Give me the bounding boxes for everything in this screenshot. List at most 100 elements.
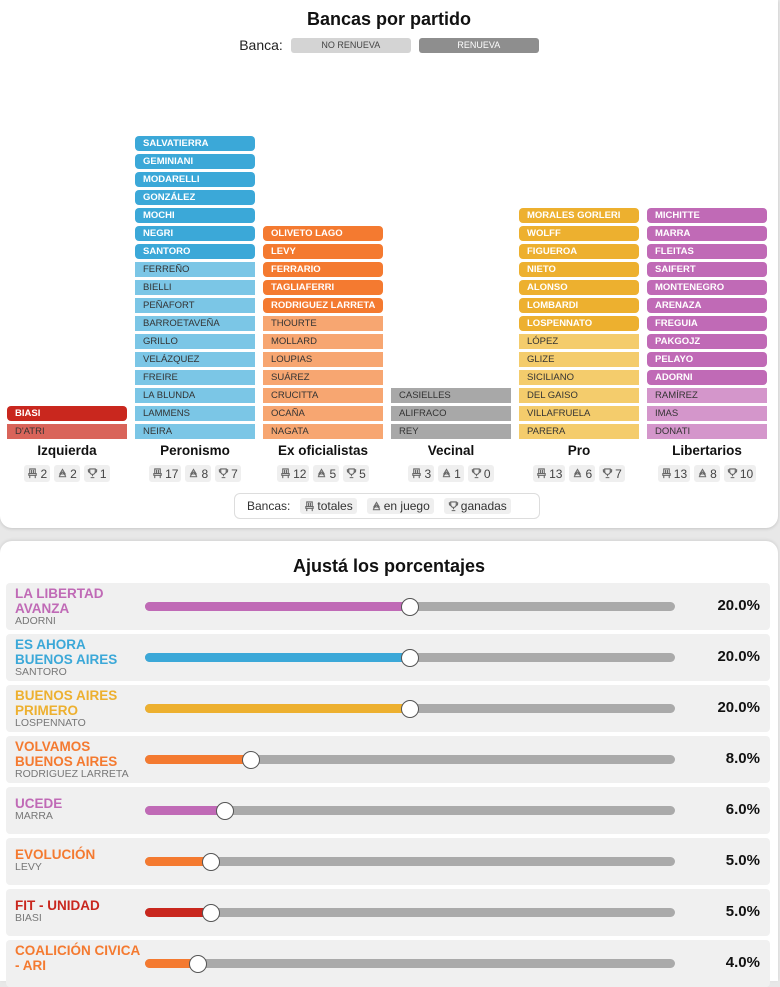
seat-renueva: MORALES GORLERI — [519, 208, 639, 223]
seat-renueva: RODRIGUEZ LARRETA — [263, 298, 383, 313]
slider-row-es-ahora-buenos-aires: ES AHORA BUENOS AIRES SANTORO 20.0% — [6, 634, 770, 681]
stat-value: 17 — [165, 466, 179, 481]
candidate-name: RODRIGUEZ LARRETA — [15, 768, 129, 780]
seat-renueva: FLEITAS — [647, 244, 767, 259]
stat-value: 8 — [201, 466, 209, 481]
percent-value: 5.0% — [725, 903, 760, 920]
slider-track[interactable] — [145, 857, 675, 866]
party-list-name: VOLVAMOS BUENOS AIRES — [15, 739, 118, 769]
stat-value: 1 — [99, 466, 107, 481]
seat-renueva: OLIVETO LAGO — [263, 226, 383, 241]
slider-thumb[interactable] — [401, 649, 419, 667]
slider-thumb[interactable] — [215, 802, 234, 820]
party-name: Pro — [567, 443, 591, 458]
stat-value: 5 — [359, 466, 366, 481]
seat-no-renueva: OCAÑA — [263, 406, 383, 421]
slider-thumb[interactable] — [202, 904, 221, 922]
seat-renueva: NEGRI — [135, 226, 255, 241]
slider-row-ucede: UCeDe MARRA 6.0% — [6, 787, 770, 834]
slider-track[interactable] — [145, 806, 675, 815]
party-list-name: COALICIÓN CIVICA - ARI — [15, 943, 140, 973]
seat-renueva: FERRARIO — [263, 262, 383, 277]
seat-icon — [661, 468, 672, 479]
legend-ganadas: ganadas — [443, 498, 511, 514]
slider-thumb[interactable] — [202, 853, 221, 871]
stat-totales: 17 — [149, 465, 182, 482]
seat-renueva: MONTENEGRO — [647, 280, 767, 295]
stat-en-juego: 5 — [313, 465, 340, 482]
stat-value: 10 — [739, 466, 754, 481]
slider-track[interactable] — [145, 755, 675, 764]
seat-no-renueva: IMAS — [647, 406, 767, 421]
slider-row-evolucion: EVOLUCIÓN LEVY 5.0% — [6, 838, 770, 885]
seats-card: Bancas por partido Banca: NO RENUEVA REN… — [0, 0, 778, 528]
recycle-icon — [316, 468, 327, 479]
percent-value: 20.0% — [717, 597, 760, 614]
trophy-icon — [87, 468, 98, 479]
sliders-card: Ajustá los porcentajes LA LIBERTAD AVANZ… — [0, 541, 778, 987]
slider-thumb[interactable] — [401, 700, 419, 718]
seat-renueva: SAIFERT — [647, 262, 767, 277]
stat-ganadas: 10 — [723, 465, 757, 482]
seat-legend: Banca: NO RENUEVA RENUEVA — [0, 37, 778, 53]
seat-no-renueva: LOUPIAS — [263, 352, 383, 367]
seat-no-renueva: RAMÍREZ — [647, 388, 767, 403]
seat-no-renueva: LÓPEZ — [519, 334, 639, 349]
seat-renueva: TAGLIAFERRI — [263, 280, 383, 295]
candidate-name: LEVY — [15, 861, 42, 873]
slider-track[interactable] — [145, 959, 675, 968]
trophy-icon — [602, 468, 613, 479]
stat-value: 3 — [424, 466, 432, 481]
party-name: Vecinal — [427, 443, 475, 458]
seat-no-renueva: NAGATA — [263, 424, 383, 439]
seats-title: Bancas por partido — [306, 9, 472, 29]
party-list-name: EVOLUCIÓN — [15, 847, 96, 862]
party-name: Peronismo — [160, 443, 230, 458]
stat-en-juego: 1 — [438, 465, 464, 482]
stat-value: 5 — [329, 466, 337, 481]
seat-renueva: FREGUIA — [647, 316, 767, 331]
seat-no-renueva: FREIRE — [135, 370, 255, 385]
seat-no-renueva: BIELLI — [135, 280, 255, 295]
seat-no-renueva: FERREÑO — [135, 262, 255, 277]
legend-en-juego: en juego — [366, 498, 434, 514]
seat-renueva: BIASI — [7, 406, 127, 421]
seat-no-renueva: CRUCITTA — [263, 388, 383, 403]
seat-icon — [280, 468, 291, 479]
stat-totales: 3 — [408, 465, 435, 482]
stat-value: 0 — [483, 466, 491, 481]
seat-renueva: SANTORO — [135, 244, 255, 259]
legend-totales: totales — [300, 498, 357, 514]
slider-thumb[interactable] — [401, 598, 419, 616]
trophy-icon — [346, 468, 357, 479]
percent-value: 8.0% — [725, 750, 760, 767]
party-name: Libertarios — [672, 443, 742, 458]
stat-value: 8 — [710, 466, 717, 481]
recycle-icon — [572, 468, 583, 479]
seat-renueva: SALVATIERRA — [135, 136, 255, 151]
seat-no-renueva: NEIRA — [135, 424, 255, 439]
stat-totales: 13 — [533, 465, 566, 482]
stats-legend: Bancas: totales en juego ganadas — [234, 493, 540, 519]
seat-icon — [536, 468, 547, 479]
seat-icon — [411, 468, 422, 479]
seat-icon — [304, 500, 315, 512]
seat-renueva: PELAYO — [647, 352, 767, 367]
slider-row-volvamos-buenos-aires: VOLVAMOS BUENOS AIRES RODRIGUEZ LARRETA 8.… — [6, 736, 770, 783]
candidate-name: SANTORO — [15, 666, 67, 678]
seat-no-renueva: PARERA — [519, 424, 639, 439]
party-stats: 13 8 10 — [647, 465, 767, 482]
slider-thumb[interactable] — [242, 751, 260, 769]
seat-no-renueva: LA BLUNDA — [135, 388, 255, 403]
trophy-icon — [727, 468, 738, 479]
slider-fill — [145, 602, 410, 611]
party-stats: 2 2 1 — [7, 465, 127, 482]
legend-no-renueva: NO RENUEVA — [290, 37, 411, 53]
seat-no-renueva: GRILLO — [135, 334, 255, 349]
sliders-title: Ajustá los porcentajes — [292, 556, 486, 576]
slider-track[interactable] — [145, 908, 675, 917]
seat-renueva: PAKGOJZ — [647, 334, 767, 349]
stat-ganadas: 0 — [467, 465, 494, 482]
legend-renueva: RENUEVA — [418, 37, 539, 53]
stat-value: 12 — [293, 466, 307, 481]
